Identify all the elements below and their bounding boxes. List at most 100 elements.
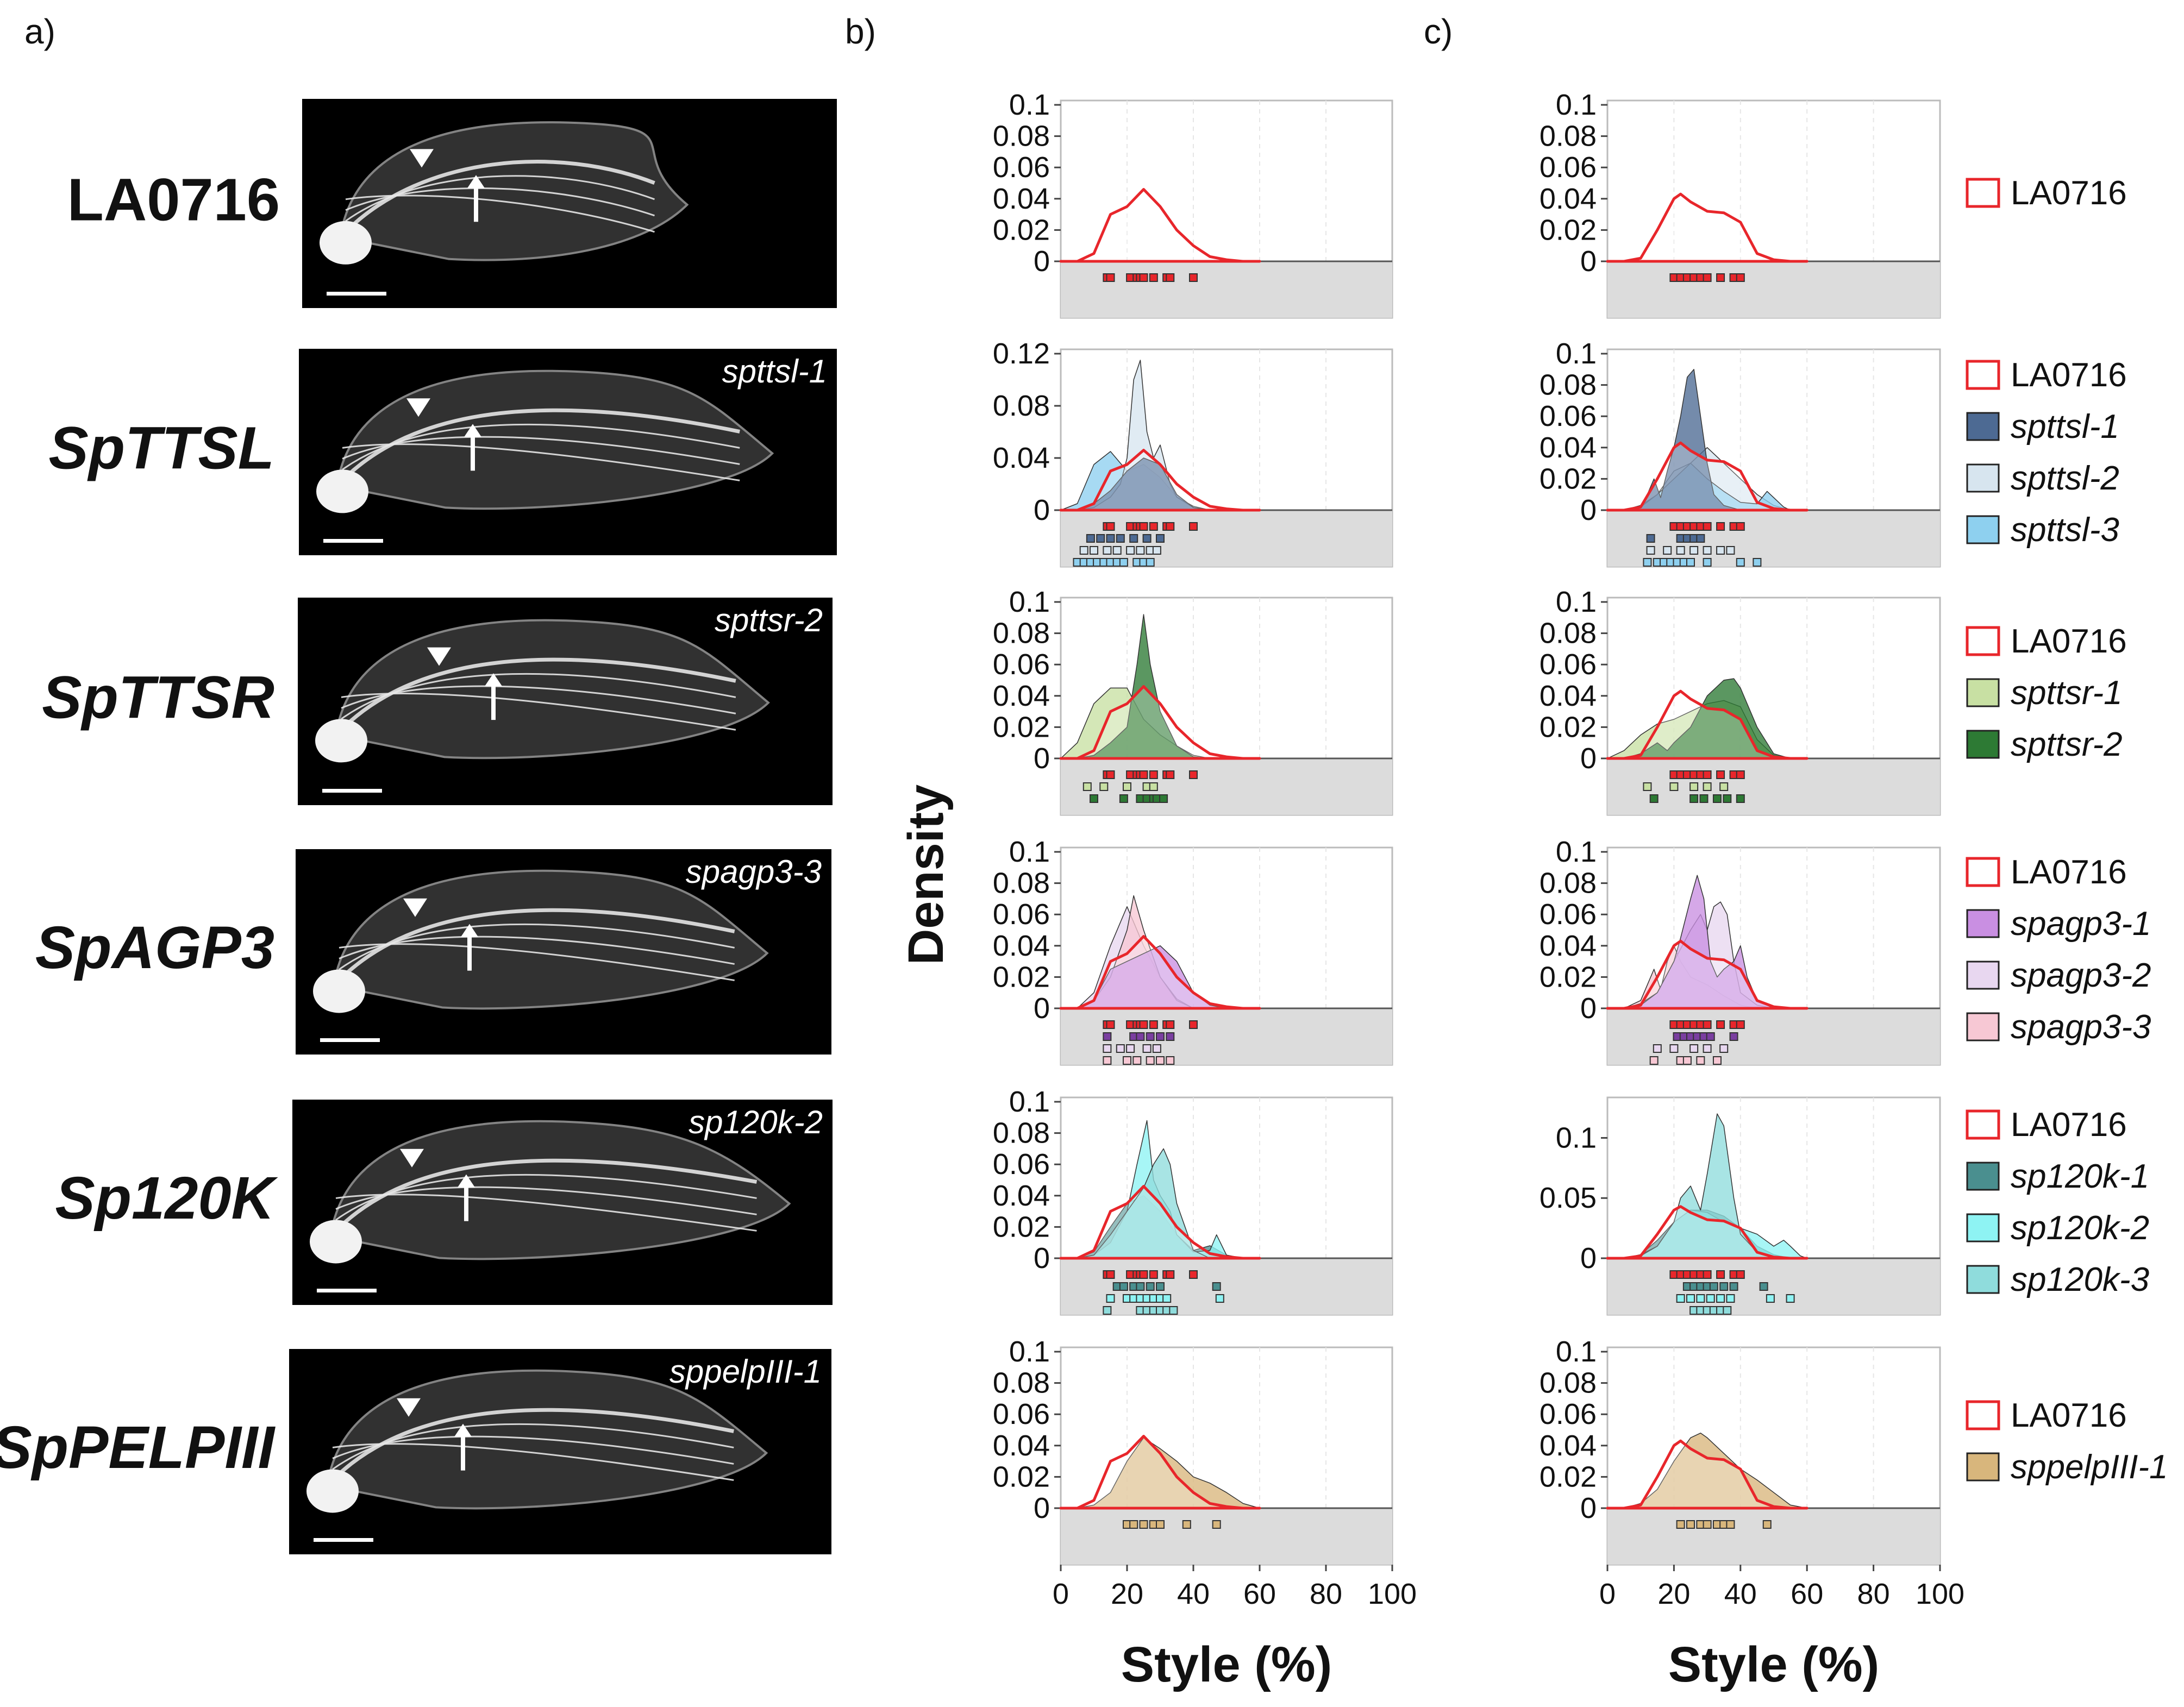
- density-curve-LA0716: [1059, 188, 1261, 263]
- x-tick-label: 100: [1916, 1578, 1964, 1610]
- pollen-tube: [341, 685, 736, 714]
- x-tick-label: 100: [1368, 1578, 1417, 1610]
- rug-point: [1146, 1282, 1155, 1291]
- y-tick-label: 0.1: [1009, 1335, 1050, 1368]
- pollen-tube: [335, 1186, 757, 1215]
- micrograph-row: sppelpIII-1 SpPELPIII: [0, 1349, 831, 1554]
- rug-point: [1096, 534, 1105, 543]
- arrow-icon: [458, 1174, 475, 1188]
- rug-point: [1126, 1044, 1135, 1053]
- rug-point: [1146, 1056, 1155, 1065]
- x-tick-label: 0: [1053, 1578, 1069, 1610]
- micrograph-label: sppelpIII-1: [669, 1353, 822, 1390]
- rug-point: [1156, 1032, 1165, 1041]
- pollen-tube: [345, 194, 655, 233]
- rug-point: [1696, 1056, 1705, 1065]
- density-area-sppelpIII-1: [1607, 1433, 1807, 1509]
- y-tick-label: 0: [1034, 245, 1050, 278]
- rug-point: [1736, 794, 1745, 803]
- rug-point: [1119, 794, 1128, 803]
- legend-label: LA0716: [2011, 356, 2127, 394]
- y-tick-label: 0: [1034, 1492, 1050, 1524]
- rug-band: [1607, 1008, 1940, 1065]
- rug-point: [1689, 546, 1699, 555]
- rug-point: [1699, 794, 1709, 803]
- rug-point: [1156, 1520, 1165, 1529]
- y-tick-label: 0.04: [993, 442, 1050, 474]
- rug-point: [1736, 770, 1745, 779]
- rug-point: [1189, 1020, 1198, 1029]
- density-curve-LA0716: [1059, 1435, 1261, 1510]
- rug-point: [1159, 794, 1168, 803]
- stigma: [315, 719, 367, 763]
- legend-swatch: [1966, 178, 2000, 208]
- rug-band: [1061, 1008, 1392, 1065]
- rug-band: [1607, 758, 1940, 815]
- micrograph-label: spagp3-3: [686, 854, 822, 890]
- micrograph-row: spttsl-1 SpTTSL: [48, 349, 837, 555]
- legend-group: LA0716 sppelpIII-1: [1966, 1397, 2168, 1486]
- micrograph-row: sp120k-2 Sp120K: [55, 1100, 833, 1305]
- x-tick-label: 20: [1111, 1578, 1143, 1610]
- scale-bar: [314, 1538, 373, 1542]
- pollen-tube: [332, 1435, 734, 1465]
- density-curve-LA0716: [1059, 935, 1261, 1010]
- legend-label: LA0716: [2011, 854, 2127, 891]
- legend-label: spagp3-1: [2011, 905, 2151, 943]
- rug-point: [1716, 273, 1725, 282]
- y-tick-label: 0.02: [1540, 214, 1597, 246]
- y-tick-label: 0: [1034, 992, 1050, 1025]
- rug-point: [1156, 1282, 1165, 1291]
- y-tick-label: 0: [1580, 245, 1597, 278]
- arrowhead-icon: [397, 1398, 421, 1417]
- rug-point: [1676, 1294, 1685, 1303]
- density-plot-c: 0.10.080.060.040.020: [1540, 89, 1941, 319]
- y-tick-label: 0.04: [1540, 680, 1597, 712]
- legend-swatch: [1966, 857, 2000, 887]
- y-tick-label: 0.02: [1540, 462, 1597, 495]
- stigma: [306, 1469, 359, 1513]
- legend-label: LA0716: [2011, 623, 2127, 660]
- rug-point: [1643, 782, 1652, 791]
- rug-point: [1676, 546, 1685, 555]
- pollen-tube: [345, 187, 655, 217]
- rug-point: [1736, 1020, 1745, 1029]
- y-tick-label: 0.02: [993, 1210, 1050, 1243]
- rug-point: [1703, 782, 1712, 791]
- micrograph-row: LA0716: [67, 99, 837, 308]
- scale-bar: [323, 539, 383, 543]
- rug-point: [1139, 522, 1148, 531]
- y-tick-label: 0.1: [1556, 89, 1597, 121]
- rug-point: [1703, 558, 1712, 567]
- rug-point: [1719, 1282, 1729, 1291]
- rug-point: [1689, 794, 1699, 803]
- rug-point: [1703, 546, 1712, 555]
- density-curve-LA0716: [1606, 1439, 1808, 1510]
- genotype-label: Sp120K: [55, 1165, 278, 1232]
- pollen-tube: [339, 943, 735, 981]
- y-tick-label: 0.04: [1540, 431, 1597, 464]
- rug-point: [1212, 1282, 1221, 1291]
- stigma: [316, 469, 368, 513]
- y-tick-label: 0.06: [1540, 1398, 1597, 1430]
- rug-point: [1762, 1520, 1772, 1529]
- density-area-spttsr-2: [1607, 678, 1807, 759]
- density-plot-c: 0.1 0.05 0: [1540, 1096, 1941, 1316]
- legend-swatch: [1966, 1452, 2000, 1482]
- legend-label: sp120k-3: [2011, 1261, 2149, 1298]
- rug-point: [1106, 534, 1115, 543]
- rug-point: [1166, 1056, 1175, 1065]
- legend-swatch: [1966, 1400, 2000, 1430]
- y-tick-label: 0: [1580, 992, 1597, 1025]
- rug-point: [1156, 1056, 1165, 1065]
- rug-point: [1182, 1520, 1191, 1529]
- genotype-label: SpTTSR: [42, 664, 274, 731]
- y-tick-label: 0: [1580, 742, 1597, 775]
- y-tick-label: 0.04: [993, 183, 1050, 215]
- pollen-tube: [342, 423, 740, 470]
- rug-point: [1786, 1294, 1795, 1303]
- rug-point: [1709, 1282, 1718, 1291]
- rug-point: [1106, 1270, 1115, 1279]
- rug-point: [1643, 558, 1652, 567]
